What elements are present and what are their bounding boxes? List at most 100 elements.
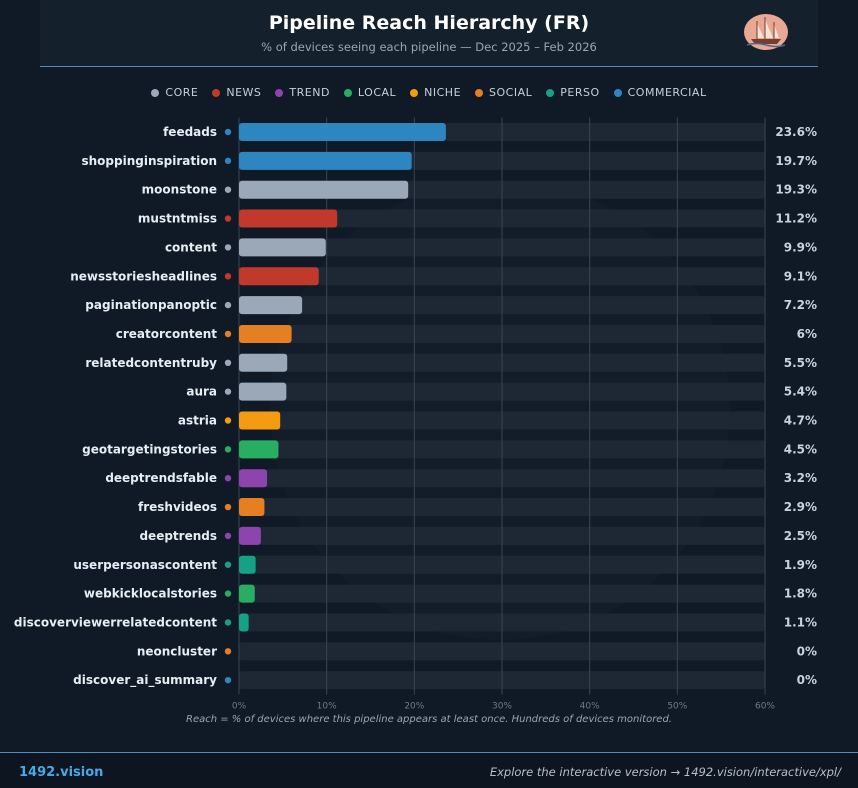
category-label: creatorcontent — [116, 327, 217, 341]
category-label: mustntmiss — [138, 212, 217, 226]
value-label: 1.1% — [784, 615, 817, 629]
category-dot-icon — [224, 503, 232, 511]
header-panel: Pipeline Reach Hierarchy (FR) % of devic… — [40, 0, 818, 67]
legend-item-core: CORE — [151, 86, 198, 99]
x-tick-label: 60% — [755, 702, 775, 710]
category-label: discoverviewerrelatedcontent — [14, 615, 217, 629]
category-label: discover_ai_summary — [73, 673, 217, 688]
category-label: newsstoriesheadlines — [70, 269, 217, 283]
category-dot-icon — [224, 676, 232, 684]
category-dot-icon — [224, 561, 232, 568]
value-label: 0% — [797, 673, 817, 687]
x-tick-label: 50% — [667, 702, 687, 710]
legend-label: TREND — [289, 86, 330, 99]
bar — [239, 324, 292, 343]
legend-label: LOCAL — [357, 86, 397, 99]
value-label: 4.7% — [784, 414, 817, 428]
category-label: webkicklocalstories — [84, 587, 217, 601]
category-dot-icon — [224, 475, 232, 482]
legend-label: NEWS — [226, 86, 262, 99]
category-dot-icon — [224, 330, 232, 338]
category-label: neoncluster — [137, 644, 217, 658]
category-dot-icon — [224, 215, 232, 222]
legend-label: NICHE — [424, 86, 462, 99]
category-label: geotargetingstories — [82, 442, 217, 456]
legend-dot-icon — [475, 88, 484, 97]
category-label: freshvideos — [138, 500, 217, 514]
category-label: content — [165, 240, 217, 254]
bar — [239, 267, 319, 286]
value-label: 9.1% — [784, 269, 817, 283]
legend-label: CORE — [165, 86, 199, 99]
value-label: 5.5% — [784, 356, 817, 370]
legend-dot-icon — [275, 88, 284, 97]
value-label: 6% — [797, 327, 817, 341]
value-label: 2.5% — [784, 529, 817, 543]
bar — [239, 151, 412, 170]
bar-chart: 0% 10% 20% 30% 40% 50% 60% feedads 23.6% shopping… — [14, 117, 817, 710]
legend-dot-icon — [151, 88, 160, 97]
category-dot-icon — [224, 186, 232, 193]
category-dot-icon — [224, 157, 232, 165]
category-label: userpersonascontent — [73, 558, 217, 572]
legend-dot-icon — [613, 88, 622, 97]
value-label: 9.9% — [784, 240, 817, 254]
chart-title: Pipeline Reach Hierarchy (FR) — [268, 12, 590, 34]
category-dot-icon — [224, 301, 232, 309]
legend-item-local: LOCAL — [343, 86, 397, 99]
x-tick-label: 0% — [232, 702, 247, 710]
category-dot-icon — [224, 273, 232, 280]
bar — [239, 238, 326, 257]
bar — [239, 296, 303, 315]
category-dot-icon — [224, 244, 232, 251]
bar — [239, 526, 261, 545]
bar — [239, 613, 249, 632]
value-label: 4.5% — [784, 442, 817, 456]
value-label: 23.6% — [775, 125, 817, 139]
legend-item-social: SOCIAL — [475, 86, 532, 99]
legend-label: PERSO — [560, 86, 600, 99]
legend-dot-icon — [212, 88, 221, 97]
legend-item-trend: TREND — [275, 86, 330, 99]
value-label: 2.9% — [784, 500, 817, 514]
category-dot-icon — [224, 359, 232, 366]
bar — [239, 382, 287, 401]
footer: 1492.vision Explore the interactive vers… — [0, 752, 858, 788]
category-dot-icon — [224, 128, 232, 136]
category-label: deeptrends — [139, 529, 217, 543]
category-label: aura — [186, 385, 217, 399]
bar — [239, 440, 279, 459]
bar — [239, 555, 256, 574]
category-dot-icon — [224, 388, 232, 395]
category-dot-icon — [224, 590, 232, 597]
bar — [239, 498, 265, 517]
bar — [239, 123, 446, 141]
chart-legend: CORE NEWS TREND LOCAL NICHE SOCIAL PERSO COMMER… — [0, 86, 858, 99]
legend-dot-icon — [343, 88, 352, 97]
bar — [239, 209, 338, 228]
legend-item-commercial: COMMERCIAL — [613, 86, 707, 99]
ship-logo-icon — [744, 14, 788, 50]
category-dot-icon — [224, 532, 232, 540]
category-label: deeptrendsfable — [105, 471, 217, 485]
category-dot-icon — [224, 648, 232, 655]
category-dot-icon — [224, 619, 232, 626]
value-label: 1.8% — [784, 587, 817, 601]
legend-label: SOCIAL — [489, 86, 533, 99]
chart-footnote: Reach = % of devices where this pipeline… — [186, 714, 672, 725]
value-label: 11.2% — [775, 212, 817, 226]
chart-subtitle: % of devices seeing each pipeline — Dec … — [261, 40, 597, 54]
bar — [239, 411, 281, 430]
category-label: relatedcontentruby — [85, 356, 217, 370]
brand-link[interactable]: 1492.vision — [19, 765, 104, 780]
legend-item-news: NEWS — [212, 86, 261, 99]
category-dot-icon — [224, 417, 232, 424]
category-label: feedads — [163, 125, 217, 139]
category-label: astria — [178, 414, 217, 428]
explore-link[interactable]: Explore the interactive version → 1492.v… — [489, 765, 841, 779]
legend-dot-icon — [546, 88, 555, 97]
x-tick-label: 30% — [492, 702, 512, 710]
x-tick-label: 20% — [404, 702, 424, 710]
value-label: 0% — [797, 644, 817, 658]
value-label: 1.9% — [784, 558, 817, 572]
